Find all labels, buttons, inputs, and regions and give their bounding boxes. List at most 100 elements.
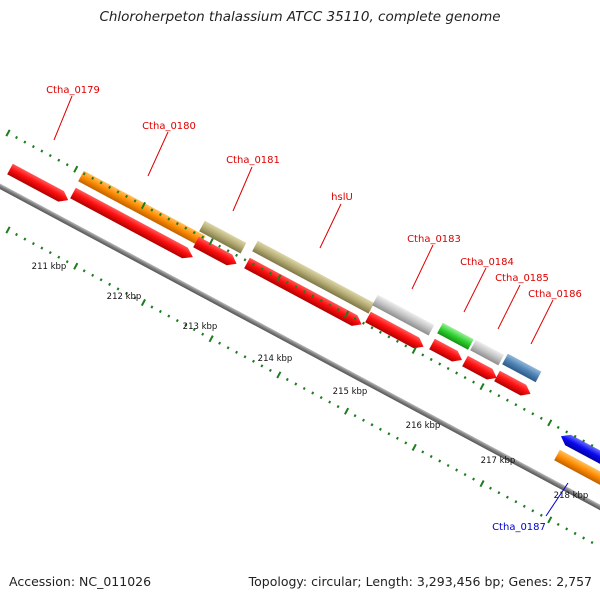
tick-mark-lower <box>573 531 577 536</box>
tick-mark-lower <box>192 328 196 332</box>
leader-hslu <box>319 203 342 249</box>
tick-mark-lower <box>328 400 332 404</box>
genome-backbone <box>0 175 600 511</box>
tick-mark-lower <box>438 459 442 463</box>
tick-mark-upper <box>285 280 289 285</box>
cds-arrow-hslu[interactable] <box>244 257 364 330</box>
tick-mark-upper <box>505 398 509 402</box>
tick-mark-upper <box>125 194 128 198</box>
kbp-label: 214 kbp <box>258 354 293 364</box>
tick-mark-lower <box>31 242 35 246</box>
tick-mark-lower <box>395 436 399 440</box>
tick-mark-upper <box>344 310 350 318</box>
tick-mark-lower <box>505 495 509 499</box>
cds-arrow-ctha0185[interactable] <box>462 355 499 384</box>
tick-mark-upper <box>260 267 264 271</box>
gene-bar-ctha0186[interactable] <box>502 353 542 383</box>
gene-label-ctha0180[interactable]: Ctha_0180 <box>142 121 196 132</box>
tick-mark-lower <box>252 359 255 363</box>
tick-mark-upper <box>531 412 535 416</box>
tick-mark-lower <box>116 287 120 291</box>
cds-arrow-ctha0183[interactable] <box>365 311 426 352</box>
tick-mark-lower <box>387 432 391 436</box>
tick-mark-lower <box>556 522 560 526</box>
gene-label-ctha0179[interactable]: Ctha_0179 <box>46 85 100 96</box>
tick-mark-upper <box>167 217 171 221</box>
tick-mark-upper <box>395 339 399 343</box>
tick-mark-upper <box>175 222 179 226</box>
tick-mark-upper <box>57 158 61 162</box>
cds-arrow-ctha0186[interactable] <box>494 370 533 400</box>
tick-mark-upper <box>5 129 11 137</box>
tick-mark-lower <box>23 237 27 241</box>
gene-arrow-ctha0187-blue[interactable] <box>558 431 600 469</box>
gene-bar-ctha0181[interactable] <box>199 220 247 254</box>
tick-mark-lower <box>411 443 417 451</box>
tick-mark-lower <box>57 255 61 259</box>
cds-arrow-ctha0180[interactable] <box>70 187 196 263</box>
gene-label-hslu[interactable]: hslU <box>331 192 353 203</box>
tick-mark-lower <box>82 269 86 273</box>
tick-mark-lower <box>514 500 518 504</box>
gene-features <box>7 163 600 487</box>
tick-mark-lower <box>5 226 11 234</box>
tick-mark-upper <box>133 199 137 203</box>
tick-mark-upper <box>565 430 569 434</box>
tick-mark-upper <box>556 425 560 429</box>
tick-mark-lower <box>218 341 222 345</box>
tick-mark-lower <box>285 377 289 382</box>
tick-mark-upper <box>23 140 27 144</box>
gene-label-ctha0185[interactable]: Ctha_0185 <box>495 273 549 284</box>
tick-mark-lower <box>302 386 306 391</box>
tick-mark-lower <box>201 332 205 336</box>
gene-label-ctha0183[interactable]: Ctha_0183 <box>407 234 461 245</box>
tick-mark-lower <box>260 364 264 368</box>
gene-bar-hslu[interactable] <box>252 240 375 314</box>
gene-bar-ctha0183[interactable] <box>372 294 435 336</box>
leader-ctha0183 <box>411 244 434 290</box>
tick-mark-lower <box>125 291 128 295</box>
gene-label-ctha0186[interactable]: Ctha_0186 <box>528 289 582 300</box>
tick-mark-upper <box>411 346 417 354</box>
genome-title: Chloroherpeton thalassium ATCC 35110, co… <box>99 9 501 25</box>
tick-mark-lower <box>15 232 18 237</box>
gene-label-ctha0181[interactable]: Ctha_0181 <box>226 155 280 166</box>
cds-arrow-ctha0184[interactable] <box>429 338 465 366</box>
tick-mark-upper <box>31 145 35 149</box>
tick-mark-lower <box>319 396 323 400</box>
tick-mark-upper <box>99 181 103 185</box>
tick-mark-upper <box>429 357 433 362</box>
leader-ctha0186 <box>530 299 554 345</box>
tick-mark-upper <box>489 389 492 393</box>
tick-mark-upper <box>479 383 485 391</box>
tick-mark-lower <box>175 319 179 323</box>
tick-mark-upper <box>276 274 282 282</box>
leader-ctha0179 <box>53 95 73 141</box>
kbp-label: 217 kbp <box>481 456 516 466</box>
tick-mark-lower <box>565 527 569 531</box>
gene-label-ctha0184[interactable]: Ctha_0184 <box>460 257 514 268</box>
tick-mark-upper <box>108 185 112 189</box>
leader-ctha0187 <box>545 482 569 517</box>
cds-arrow-ctha0179[interactable] <box>7 163 71 206</box>
tick-mark-upper <box>590 443 594 448</box>
tick-mark-lower <box>226 346 230 350</box>
tick-mark-upper <box>319 299 323 303</box>
tick-mark-upper <box>65 163 69 167</box>
tick-mark-lower <box>208 335 214 343</box>
backbone-group <box>0 175 600 511</box>
tick-mark-upper <box>268 271 272 275</box>
gene-bar-ctha0187[interactable] <box>554 449 600 487</box>
gene-bar-ctha0184[interactable] <box>437 322 474 350</box>
tick-mark-upper <box>208 238 214 246</box>
tick-mark-upper <box>497 394 501 398</box>
gene-bar-ctha0185[interactable] <box>470 339 505 366</box>
tick-mark-upper <box>370 326 374 330</box>
tick-mark-upper <box>218 244 222 248</box>
tick-mark-lower <box>547 516 553 524</box>
gene-label-ctha0187[interactable]: Ctha_0187 <box>492 522 546 533</box>
tick-mark-lower <box>497 491 501 495</box>
cds-arrow-ctha0181[interactable] <box>193 236 239 269</box>
tick-mark-upper <box>311 294 315 298</box>
tick-mark-upper <box>455 371 459 375</box>
